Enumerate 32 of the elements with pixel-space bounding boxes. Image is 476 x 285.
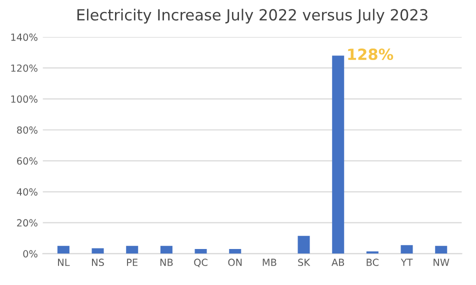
x-tick-label: PE	[127, 258, 138, 266]
bar	[126, 246, 138, 254]
x-tick-label: NS	[92, 258, 104, 266]
x-tick-label: SK	[298, 258, 310, 266]
x-tick-label: NB	[160, 258, 173, 266]
bar	[332, 56, 344, 254]
bar	[400, 245, 413, 254]
bar	[435, 246, 448, 254]
y-tick-label: 60%	[17, 157, 38, 165]
y-tick-label: 20%	[17, 219, 38, 227]
x-tick-label: NW	[434, 258, 450, 266]
x-tick-label: AB	[332, 258, 344, 266]
y-tick-label: 120%	[11, 64, 38, 72]
x-tick-label: BC	[366, 258, 379, 266]
x-tick-label: QC	[194, 258, 208, 268]
chart-title: Electricity Increase July 2022 versus July 2023	[77, 8, 428, 24]
annotation: 128%	[348, 48, 394, 60]
x-tick-label: YT	[400, 258, 413, 266]
y-tick-label: 40%	[16, 188, 38, 196]
bar	[229, 249, 242, 254]
y-tick-label: 80%	[17, 126, 38, 134]
x-tick-label: ON	[228, 258, 242, 266]
bar	[57, 246, 70, 254]
x-tick-label: NL	[58, 258, 70, 266]
x-tick-label: MB	[262, 258, 276, 266]
bar	[194, 249, 207, 254]
bar	[92, 248, 104, 254]
bar	[298, 236, 310, 254]
y-tick-label: 140%	[11, 34, 38, 41]
y-tick-label: 0%	[23, 250, 38, 258]
bar	[160, 246, 172, 254]
y-tick-label: 100%	[11, 95, 38, 103]
